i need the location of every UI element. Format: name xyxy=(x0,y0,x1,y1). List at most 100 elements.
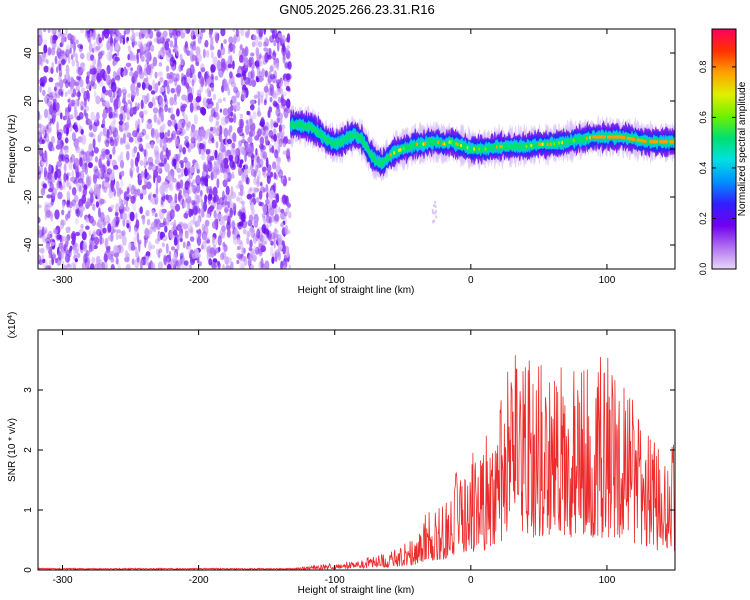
noise-speckle xyxy=(88,131,94,138)
noise-speckle xyxy=(275,193,280,204)
noise-speckle xyxy=(88,230,92,237)
noise-speckle xyxy=(175,130,181,136)
noise-speckle xyxy=(272,51,277,57)
noise-speckle xyxy=(278,138,283,148)
noise-speckle xyxy=(282,243,286,250)
noise-speckle xyxy=(269,96,273,103)
noise-speckle xyxy=(108,111,113,119)
noise-speckle xyxy=(60,219,65,230)
noise-speckle xyxy=(45,209,51,218)
noise-speckle xyxy=(94,46,100,53)
noise-speckle xyxy=(71,239,76,246)
noise-speckle xyxy=(138,239,142,245)
noise-speckle xyxy=(223,157,229,166)
noise-speckle xyxy=(252,41,256,48)
noise-speckle xyxy=(136,165,140,174)
noise-speckle xyxy=(106,128,110,139)
noise-speckle xyxy=(247,71,253,80)
ridge-peak xyxy=(393,150,396,155)
ridge-peak xyxy=(562,140,566,144)
ridge-peak xyxy=(608,135,611,139)
noise-speckle xyxy=(154,71,158,79)
noise-speckle xyxy=(222,264,225,269)
noise-speckle xyxy=(182,222,188,229)
noise-speckle xyxy=(288,177,291,181)
noise-speckle xyxy=(230,104,234,112)
noise-speckle xyxy=(249,239,253,248)
noise-speckle xyxy=(173,219,177,230)
noise-speckle xyxy=(42,258,46,263)
noise-speckle xyxy=(192,201,196,206)
noise-speckle xyxy=(99,131,103,137)
noise-speckle xyxy=(224,150,228,159)
noise-speckle xyxy=(89,68,94,75)
noise-speckle xyxy=(171,177,177,183)
noise-speckle xyxy=(62,145,69,150)
noise-speckle xyxy=(91,47,95,54)
noise-speckle xyxy=(252,233,258,244)
y-tick-label: -20 xyxy=(23,189,34,204)
noise-speckle xyxy=(54,92,58,100)
noise-speckle xyxy=(223,206,229,214)
noise-speckle xyxy=(123,191,128,200)
noise-speckle xyxy=(50,212,54,222)
noise-speckle xyxy=(112,138,118,148)
noise-speckle xyxy=(215,196,220,205)
noise-speckle xyxy=(273,233,278,239)
noise-speckle xyxy=(284,65,289,70)
noise-speckle xyxy=(68,159,73,171)
noise-speckle xyxy=(227,228,231,238)
noise-speckle xyxy=(154,29,157,32)
noise-speckle xyxy=(77,123,81,134)
noise-speckle xyxy=(210,108,216,118)
ridge-peak xyxy=(610,135,613,139)
noise-speckle xyxy=(81,194,87,204)
noise-speckle xyxy=(235,101,240,112)
noise-speckle xyxy=(241,256,246,262)
ridge-peak xyxy=(505,144,508,149)
noise-speckle xyxy=(136,188,141,196)
noise-speckle xyxy=(282,244,286,255)
noise-speckle xyxy=(233,113,237,124)
noise-speckle xyxy=(266,191,269,200)
noise-speckle xyxy=(435,215,438,219)
noise-speckle xyxy=(43,150,48,161)
noise-speckle xyxy=(73,194,79,203)
noise-speckle xyxy=(133,146,138,154)
noise-speckle xyxy=(224,256,228,264)
noise-speckle xyxy=(101,91,105,102)
noise-speckle xyxy=(113,228,116,234)
noise-speckle xyxy=(76,75,81,81)
noise-speckle xyxy=(269,73,276,80)
noise-speckle xyxy=(141,94,146,100)
noise-speckle xyxy=(105,262,108,269)
noise-speckle xyxy=(274,213,280,223)
noise-speckle xyxy=(74,102,77,111)
noise-speckle xyxy=(50,241,55,247)
noise-speckle xyxy=(164,98,169,108)
noise-speckle xyxy=(117,87,122,98)
noise-speckle xyxy=(213,250,217,256)
noise-speckle xyxy=(280,260,284,269)
noise-speckle xyxy=(109,43,114,48)
noise-speckle xyxy=(115,42,120,51)
noise-speckle xyxy=(176,84,182,94)
ridge-peak xyxy=(672,140,675,144)
noise-speckle xyxy=(198,210,203,222)
noise-speckle xyxy=(267,204,273,211)
noise-speckle xyxy=(187,180,192,187)
ridge-peak xyxy=(553,142,556,146)
noise-speckle xyxy=(137,137,143,143)
noise-speckle xyxy=(140,147,144,152)
noise-speckle xyxy=(42,183,47,189)
noise-speckle xyxy=(285,85,291,92)
noise-speckle xyxy=(76,67,82,75)
noise-speckle xyxy=(90,111,95,121)
noise-speckle xyxy=(271,145,275,154)
noise-speckle xyxy=(263,170,267,179)
noise-speckle xyxy=(53,86,57,92)
noise-speckle xyxy=(210,63,216,74)
noise-speckle xyxy=(265,91,268,100)
noise-speckle xyxy=(248,253,254,262)
